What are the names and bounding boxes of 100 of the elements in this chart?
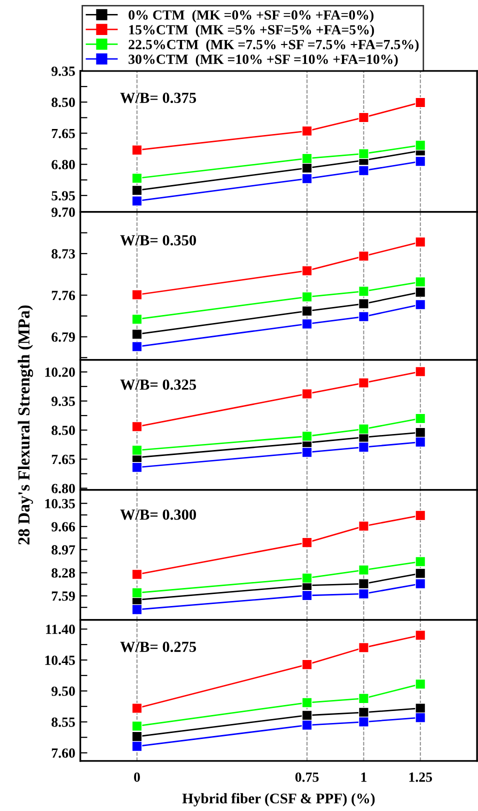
y-tick-label: 7.76 xyxy=(52,290,76,300)
legend-label: 30%CTM (MK =10% +SF =10% +FA=10%) xyxy=(128,54,398,67)
legend-label: 22.5%CTM (MK =7.5% +SF =7.5% +FA=7.5%) xyxy=(128,39,419,52)
y-tick-label: 10.20 xyxy=(45,368,75,377)
point xyxy=(358,250,369,262)
point xyxy=(132,445,142,456)
y-tick-label: 6.79 xyxy=(52,332,75,342)
x-axis-title: Hybrid fiber (CSF & PPF) (%) xyxy=(182,793,375,806)
x-tick-label: 1.25 xyxy=(409,772,432,782)
point xyxy=(415,702,426,714)
point xyxy=(302,388,312,400)
point xyxy=(415,568,426,579)
y-tick-label: 8.55 xyxy=(52,717,75,727)
y-tick-label: 9.35 xyxy=(52,396,75,406)
annotation: W/B= 0.350 xyxy=(120,235,196,246)
point xyxy=(358,716,369,728)
point xyxy=(132,720,142,732)
y-tick-label: 7.65 xyxy=(52,454,75,464)
annotation: W/B= 0.275 xyxy=(120,642,196,652)
point xyxy=(132,588,142,598)
point xyxy=(302,266,312,276)
point xyxy=(358,298,369,309)
annotation: W/B= 0.325 xyxy=(120,379,196,390)
point xyxy=(415,630,426,640)
point xyxy=(358,112,369,123)
y-tick-label: 10.45 xyxy=(45,656,75,666)
point xyxy=(358,520,369,532)
point xyxy=(302,537,312,548)
point xyxy=(302,431,312,442)
y-tick-label: 5.95 xyxy=(52,191,75,200)
y-tick-label: 6.80 xyxy=(52,160,75,170)
point xyxy=(132,421,142,432)
point xyxy=(302,126,312,136)
point xyxy=(302,590,312,601)
point xyxy=(358,578,369,589)
y-tick-label: 10.35 xyxy=(45,498,75,508)
point xyxy=(302,720,312,730)
y-tick-label: 9.70 xyxy=(52,208,75,217)
point xyxy=(415,236,426,248)
point xyxy=(358,286,369,297)
y-tick-label: 9.50 xyxy=(52,686,75,696)
point xyxy=(132,314,142,324)
point xyxy=(415,510,426,521)
point xyxy=(415,556,426,567)
point xyxy=(415,413,426,424)
point xyxy=(415,436,426,448)
point xyxy=(132,569,142,580)
legend-label: 0% CTM (MK =0% +SF =0% +FA=0%) xyxy=(128,10,374,23)
y-tick-label: 8.97 xyxy=(52,545,76,555)
y-tick-label: 8.50 xyxy=(52,426,75,436)
point xyxy=(132,702,142,714)
y-tick-label: 8.28 xyxy=(52,568,75,578)
y-tick-label: 9.66 xyxy=(52,522,76,532)
point xyxy=(415,276,426,288)
y-tick-label: 8.73 xyxy=(52,249,75,259)
point xyxy=(415,366,426,377)
x-tick-label: 0 xyxy=(134,772,140,782)
point xyxy=(358,311,369,322)
y-tick-label: 8.50 xyxy=(52,98,75,108)
point xyxy=(415,156,426,167)
y-tick-label: 7.65 xyxy=(52,128,75,138)
point xyxy=(132,341,142,352)
point xyxy=(302,710,312,721)
point xyxy=(415,140,426,151)
point xyxy=(358,148,369,159)
y-tick-label: 11.40 xyxy=(46,624,75,634)
y-axis-title: 28 Day's Flexural Strength (MPa) xyxy=(18,305,34,544)
point xyxy=(358,378,369,388)
point xyxy=(302,173,312,184)
point xyxy=(358,693,369,704)
point xyxy=(132,290,142,300)
point xyxy=(302,572,312,584)
point xyxy=(132,604,142,615)
point xyxy=(358,564,369,576)
point xyxy=(132,144,142,156)
point xyxy=(302,153,312,164)
point xyxy=(415,97,426,108)
y-tick-label: 7.60 xyxy=(52,748,75,758)
y-tick-label: 7.59 xyxy=(52,591,75,601)
point xyxy=(358,642,369,653)
point xyxy=(132,329,142,340)
point xyxy=(358,588,369,600)
point xyxy=(302,659,312,670)
point xyxy=(302,447,312,458)
y-tick-label: 9.35 xyxy=(52,66,75,76)
y-tick-label: 6.80 xyxy=(52,484,75,494)
annotation: W/B= 0.300 xyxy=(120,509,196,520)
point xyxy=(132,173,142,184)
point xyxy=(302,306,312,316)
point xyxy=(415,427,426,438)
legend-label: 15%CTM (MK =5% +SF=5% +FA=5%) xyxy=(129,24,374,38)
point xyxy=(302,697,312,708)
point xyxy=(358,442,369,452)
point xyxy=(415,678,426,690)
point xyxy=(358,165,369,176)
annotation: W/B= 0.375 xyxy=(120,92,196,104)
point xyxy=(132,196,142,206)
point xyxy=(415,578,426,589)
point xyxy=(132,462,142,473)
point xyxy=(132,741,142,752)
